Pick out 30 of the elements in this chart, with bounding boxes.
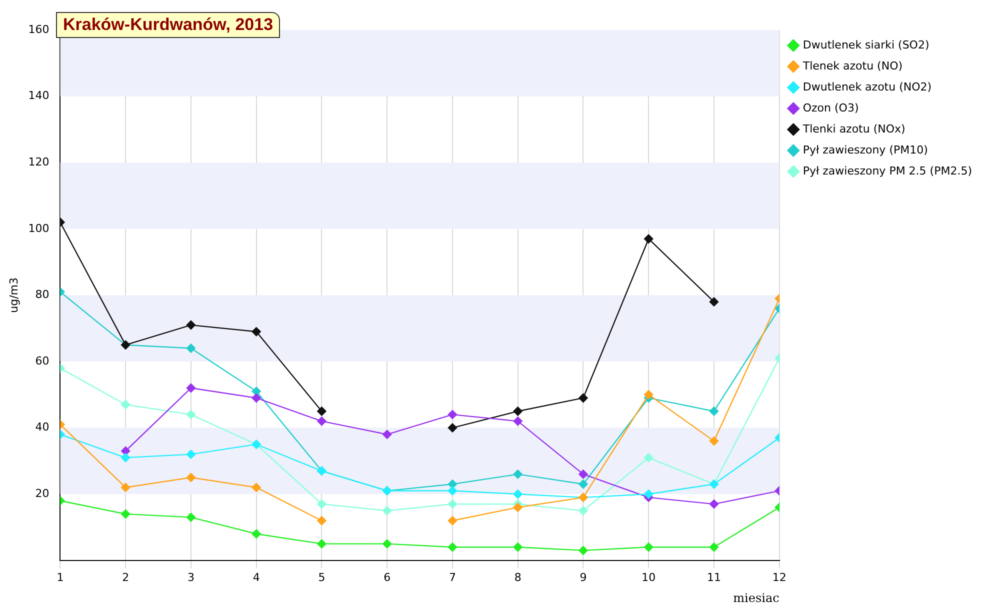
legend-label: Dwutlenek siarki (SO2) [802,38,930,52]
y-tick-label: 120 [28,155,50,168]
legend-label: Tlenki azotu (NOx) [802,122,906,136]
x-tick-label: 5 [318,570,326,584]
y-axis-title: ug/m3 [7,278,20,313]
x-tick-label: 10 [642,570,656,584]
chart-title: Kraków-Kurdwanów, 2013 [56,12,280,38]
x-tick-label: 9 [580,570,587,584]
y-tick-label: 140 [28,89,50,102]
y-tick-label: 80 [35,288,50,302]
legend-label: Pył zawieszony PM 2.5 (PM2.5) [802,164,972,178]
legend-label: Dwutlenek azotu (NO2) [802,80,932,94]
y-tick-label: 160 [28,22,50,36]
legend-label: Pył zawieszony (PM10) [802,143,928,156]
x-tick-label: 11 [706,570,721,584]
x-tick-label: 6 [384,570,391,584]
x-tick-label: 8 [514,570,522,584]
x-tick-label: 4 [252,570,260,584]
x-axis-title: miesiac [733,590,780,605]
y-tick-label: 100 [28,222,50,235]
x-tick-label: 2 [122,570,130,584]
x-tick-label: 3 [187,570,194,584]
x-tick-label: 1 [56,570,64,584]
legend-label: Ozon (O3) [802,101,859,114]
y-tick-label: 40 [35,420,50,434]
x-tick-label: 7 [448,570,456,584]
x-tick-label: 12 [772,570,786,584]
y-tick-label: 20 [35,486,50,500]
y-tick-label: 60 [35,354,50,368]
legend-label: Tlenek azotu (NO) [802,59,903,72]
